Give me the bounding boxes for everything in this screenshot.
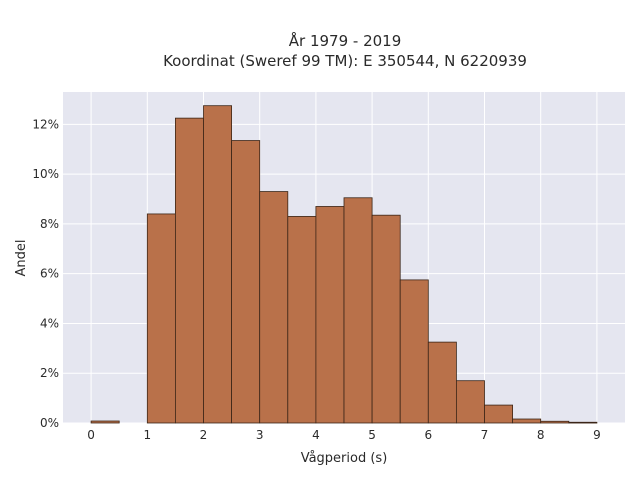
x-tick-label: 3: [256, 428, 264, 442]
histogram-bar: [371, 214, 401, 424]
y-tick-label: 0%: [40, 416, 59, 430]
histogram-bar: [484, 404, 514, 424]
histogram-bar: [203, 105, 233, 424]
histogram-bar: [90, 420, 120, 424]
histogram-bar: [512, 418, 542, 424]
histogram-bar: [568, 421, 598, 424]
x-tick-label: 6: [424, 428, 432, 442]
x-tick-label: 2: [200, 428, 208, 442]
y-tick-label: 2%: [40, 366, 59, 380]
histogram-bar: [455, 380, 485, 424]
y-tick-label: 4%: [40, 316, 59, 330]
x-axis-label: Vågperiod (s): [301, 451, 388, 466]
histogram-bar: [146, 213, 176, 424]
x-tick-label: 8: [537, 428, 545, 442]
y-tick-label: 8%: [40, 217, 59, 231]
y-tick-label: 6%: [40, 267, 59, 281]
y-tick-labels: 0% 2% 4% 6% 8% 10% 12%: [32, 117, 59, 430]
chart-title-line2: Koordinat (Sweref 99 TM): E 350544, N 62…: [163, 52, 527, 70]
histogram-bar: [287, 216, 317, 424]
bars: [90, 105, 598, 424]
chart-title-line1: År 1979 - 2019: [289, 31, 402, 50]
histogram-bar: [231, 140, 261, 424]
histogram-bar: [343, 197, 373, 424]
y-tick-label: 12%: [32, 117, 59, 131]
x-tick-labels: 0 1 2 3 4 5 6 7 8 9: [87, 428, 600, 442]
histogram-bar: [315, 206, 345, 424]
y-tick-label: 10%: [32, 167, 59, 181]
x-tick-label: 0: [87, 428, 95, 442]
histogram-bar: [427, 341, 457, 424]
x-tick-label: 9: [593, 428, 601, 442]
histogram-bar: [399, 279, 429, 424]
histogram-bar: [540, 420, 570, 424]
histogram-bar: [259, 191, 289, 424]
histogram-bar: [174, 117, 204, 424]
y-axis-label: Andel: [14, 240, 29, 277]
x-tick-label: 4: [312, 428, 320, 442]
x-tick-label: 5: [368, 428, 376, 442]
x-tick-label: 1: [143, 428, 151, 442]
x-tick-label: 7: [481, 428, 489, 442]
